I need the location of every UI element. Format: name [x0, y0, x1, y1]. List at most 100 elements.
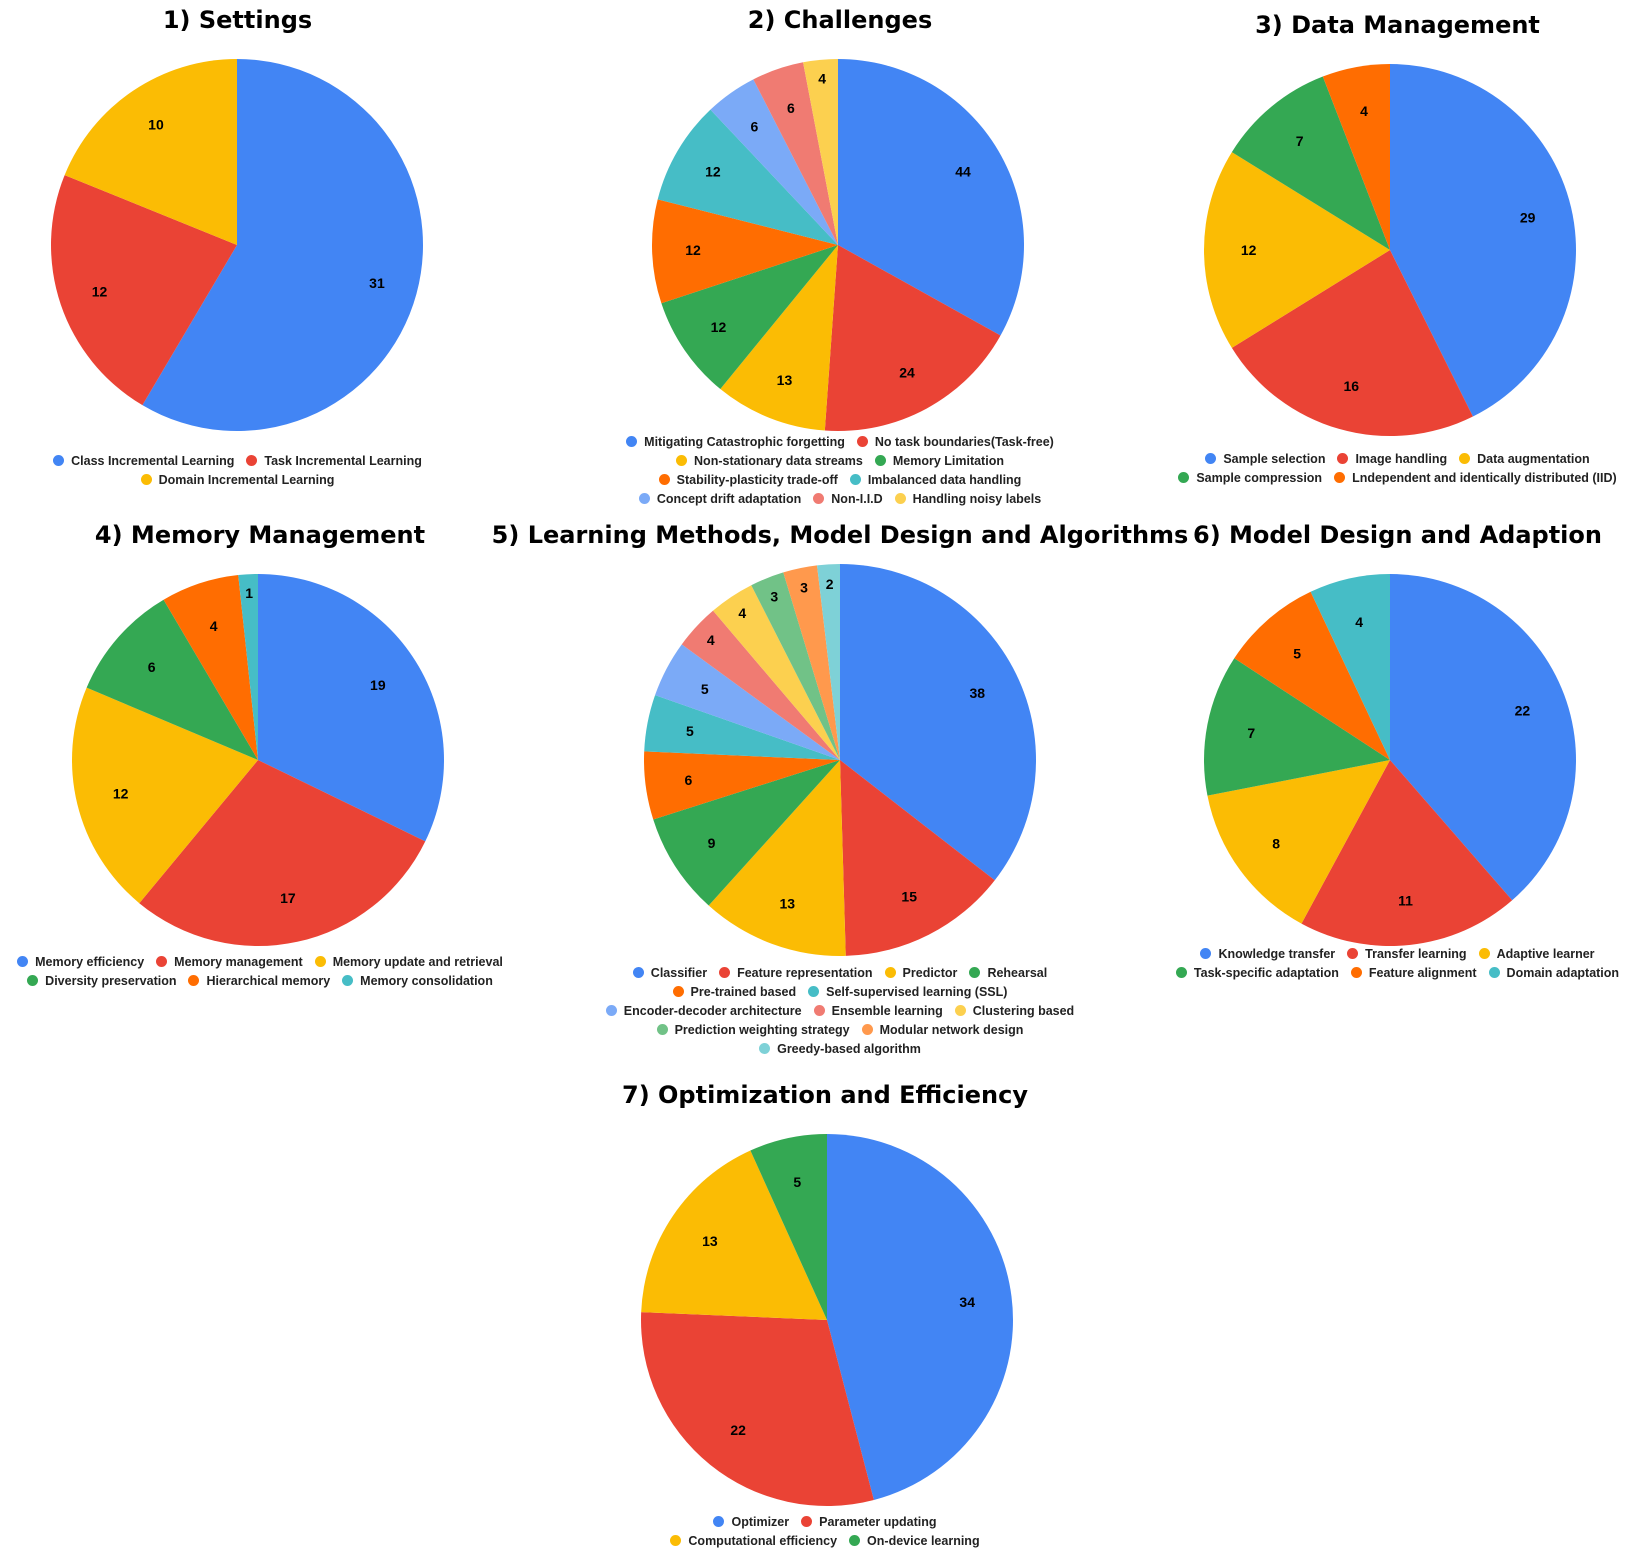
legend-dot-icon	[676, 455, 688, 466]
legend-dot-icon	[632, 967, 644, 978]
chart-title: 1) Settings	[162, 6, 313, 34]
slice-value-label: 13	[702, 1233, 718, 1249]
legend-item: Lndependent and identically distributed …	[1334, 469, 1617, 488]
slice-value-label: 9	[708, 835, 716, 851]
slice-value-label: 12	[705, 163, 721, 179]
pie-chart: 38 15 13 9 6 5 5 4 4 3 3 2	[644, 564, 1036, 956]
legend-item: Transfer learning	[1347, 945, 1467, 964]
legend-label: Handling noisy labels	[912, 492, 1042, 506]
slice-value-label: 44	[955, 163, 971, 179]
legend-label: Feature representation	[737, 966, 873, 980]
legend-item: Imbalanced data handling	[849, 471, 1021, 490]
legend-dot-icon	[849, 474, 861, 485]
legend-item: Rehearsal	[969, 964, 1047, 983]
legend-label: Concept drift adaptation	[656, 492, 802, 506]
legend-item: Prediction weighting strategy	[656, 1021, 850, 1040]
legend-label: Mitigating Catastrophic forgetting	[644, 435, 845, 449]
legend-label: Memory efficiency	[35, 955, 145, 969]
legend-item: Concept drift adaptation	[638, 490, 802, 509]
legend-dot-icon	[140, 474, 152, 485]
legend-label: Class Incremental Learning	[71, 454, 235, 468]
legend-dot-icon	[719, 967, 731, 978]
slice-value-label: 5	[686, 723, 694, 739]
legend-row: Task-specific adaptation Feature alignmen…	[1150, 964, 1645, 983]
pie-slice	[1310, 574, 1390, 760]
legend-label: Classifier	[650, 966, 708, 980]
legend-dot-icon	[27, 975, 39, 986]
legend-dot-icon	[1200, 948, 1212, 959]
legend-label: Prediction weighting strategy	[674, 1023, 850, 1037]
pie-slice	[824, 245, 1001, 431]
legend-item: Greedy-based algorithm	[759, 1040, 921, 1059]
slice-value-label: 1	[245, 585, 253, 601]
slice-value-label: 6	[148, 659, 156, 675]
pie-slice	[840, 564, 1036, 881]
legend-dot-icon	[658, 474, 670, 485]
legend-dot-icon	[874, 455, 886, 466]
legend-label: Transfer learning	[1365, 947, 1467, 961]
legend-item: Memory efficiency	[17, 953, 144, 972]
legend-label: Memory Limitation	[892, 454, 1004, 468]
legend-item: Encoder-decoder architecture	[605, 1002, 802, 1021]
legend-dot-icon	[808, 986, 820, 997]
pie-slice	[142, 59, 423, 431]
chart-title: 6) Model Design and Adaption	[1193, 521, 1602, 549]
legend-label: Memory management	[174, 955, 303, 969]
legend-dot-icon	[246, 455, 258, 466]
legend-item: Computational efficiency	[670, 1532, 837, 1551]
legend-dot-icon	[1459, 453, 1471, 464]
slice-value-label: 16	[1344, 378, 1360, 394]
legend-row: Pre-trained based Self-supervised learnin…	[460, 983, 1220, 1002]
slice-value-label: 13	[779, 895, 795, 911]
legend-item: Task Incremental Learning	[246, 452, 422, 471]
pie-slice	[783, 565, 840, 760]
pie-slice	[838, 59, 1024, 336]
legend-label: Diversity preservation	[45, 974, 177, 988]
legend-dot-icon	[861, 1024, 873, 1035]
legend-dot-icon	[884, 967, 896, 978]
legend-label: Optimizer	[731, 1515, 790, 1529]
pie-slice	[50, 175, 237, 406]
slice-value-label: 17	[280, 890, 296, 906]
legend-item: Memory consolidation	[342, 972, 493, 991]
legend-label: Image handling	[1355, 452, 1448, 466]
legend-label: Rehearsal	[987, 966, 1048, 980]
pie-slice	[710, 79, 838, 245]
slice-value-label: 22	[730, 1422, 746, 1438]
slice-value-label: 5	[793, 1174, 801, 1190]
legend-row: Stability-plasticity trade-off Imbalanced…	[580, 471, 1100, 490]
legend-label: Lndependent and identically distributed …	[1352, 471, 1617, 485]
chart-title: 7) Optimization and Efficiency	[622, 1081, 1028, 1109]
pie-slice	[1234, 591, 1390, 760]
legend-dot-icon	[813, 493, 825, 504]
legend-row: Prediction weighting strategy Modular net…	[460, 1021, 1220, 1040]
legend-item: Diversity preservation	[27, 972, 176, 991]
chart-legend: Mitigating Catastrophic forgetting No tas…	[580, 433, 1100, 509]
chart-title: 2) Challenges	[747, 6, 933, 34]
chart-panel-3: 3) Data Management 29 16 12 7 4 Sample selec…	[1150, 0, 1645, 500]
slice-value-label: 2	[826, 576, 834, 592]
pie-slice	[644, 695, 840, 760]
legend-item: Parameter updating	[801, 1513, 937, 1532]
slice-value-label: 12	[685, 242, 701, 258]
pie-slice	[661, 245, 838, 390]
legend-dot-icon	[342, 975, 354, 986]
legend-item: No task boundaries(Task-free)	[856, 433, 1054, 452]
slice-value-label: 12	[711, 319, 727, 335]
legend-item: Knowledge transfer	[1200, 945, 1335, 964]
slice-value-label: 19	[370, 677, 386, 693]
legend-item: Self-supervised learning (SSL)	[808, 983, 1007, 1002]
pie-slice	[258, 574, 444, 842]
chart-legend: Classifier Feature representation Predicto…	[460, 964, 1220, 1059]
pie-slice	[1322, 64, 1390, 250]
legend-dot-icon	[314, 956, 326, 967]
slice-value-label: 6	[750, 118, 758, 134]
legend-dot-icon	[954, 1005, 966, 1016]
legend-row: Mitigating Catastrophic forgetting No tas…	[580, 433, 1100, 452]
legend-item: Predictor	[884, 964, 957, 983]
legend-dot-icon	[1488, 967, 1500, 978]
legend-dot-icon	[801, 1516, 813, 1527]
pie-slice	[708, 760, 846, 956]
slice-value-label: 7	[1247, 725, 1255, 741]
legend-row: Memory efficiency Memory management Memory…	[0, 953, 520, 972]
